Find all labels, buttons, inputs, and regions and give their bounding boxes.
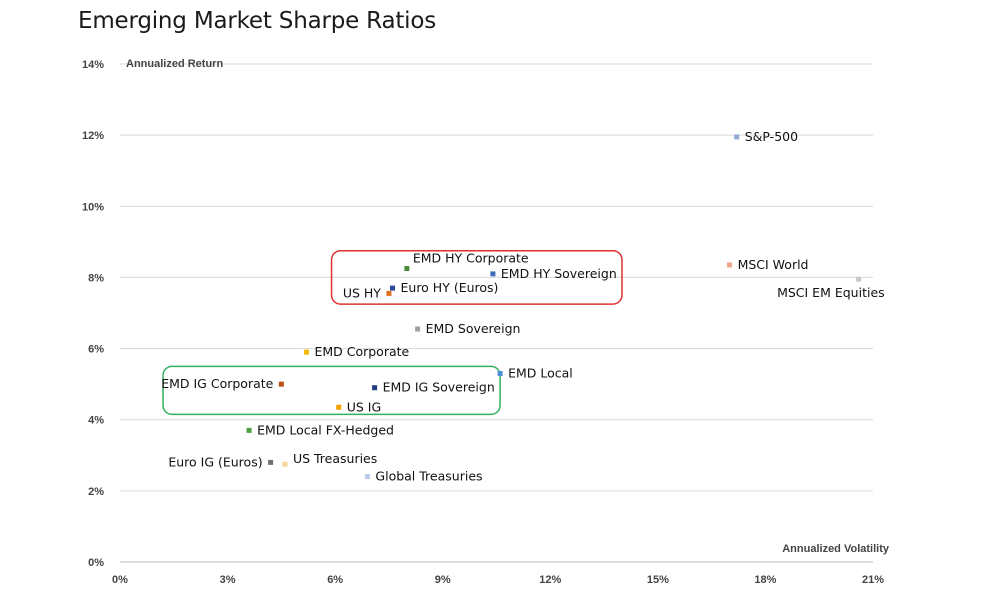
- y-tick-label: 2%: [88, 486, 104, 498]
- x-tick-label: 18%: [754, 574, 776, 586]
- grid-lines: [120, 63, 873, 492]
- y-tick-label: 14%: [82, 59, 104, 71]
- point-label: US Treasuries: [293, 451, 377, 466]
- data-point: [372, 385, 378, 391]
- data-point: [490, 271, 496, 277]
- data-point: [282, 461, 288, 467]
- data-points: [246, 134, 862, 480]
- point-label: EMD IG Corporate: [161, 376, 273, 391]
- data-point: [497, 370, 503, 376]
- highlight-box: [330, 250, 623, 305]
- data-point: [303, 349, 309, 355]
- point-label: EMD HY Corporate: [413, 251, 529, 266]
- x-axis-title: Annualized Volatility: [782, 543, 890, 555]
- point-label: EMD Corporate: [314, 344, 409, 359]
- point-label: MSCI EM Equities: [777, 285, 885, 300]
- y-tick-label: 6%: [88, 344, 104, 356]
- point-label: EMD Sovereign: [426, 321, 521, 336]
- data-point: [336, 404, 342, 410]
- point-label: Global Treasuries: [375, 469, 482, 484]
- point-label: EMD Local: [508, 365, 573, 380]
- data-point: [856, 276, 862, 282]
- x-tick-label: 0%: [112, 574, 128, 586]
- point-label: Euro IG (Euros): [168, 454, 262, 469]
- y-tick-label: 4%: [88, 415, 104, 427]
- x-tick-label: 3%: [220, 574, 236, 586]
- point-labels: S&P-500 MSCI World MSCI EM Equities EMD HY …: [161, 129, 884, 484]
- point-label: US IG: [347, 399, 381, 414]
- data-point: [364, 474, 370, 480]
- point-label: Euro HY (Euros): [401, 280, 499, 295]
- data-point: [268, 459, 274, 465]
- chart-title: Emerging Market Sharpe Ratios: [78, 8, 437, 34]
- data-point: [390, 285, 396, 291]
- x-tick-label: 6%: [327, 574, 343, 586]
- data-point: [278, 381, 284, 387]
- y-tick-label: 8%: [88, 272, 104, 284]
- point-label: EMD HY Sovereign: [501, 266, 617, 281]
- data-point: [404, 266, 410, 272]
- highlight-boxes: [162, 250, 623, 416]
- x-tick-label: 12%: [539, 574, 561, 586]
- x-tick-labels: 0% 3% 6% 9% 12% 15% 18% 21%: [112, 574, 884, 586]
- data-point: [386, 290, 392, 296]
- data-point: [246, 427, 252, 433]
- x-tick-label: 15%: [647, 574, 669, 586]
- y-tick-labels: 0% 2% 4% 6% 8% 10% 12% 14%: [82, 59, 104, 569]
- y-tick-label: 0%: [88, 557, 104, 569]
- y-tick-label: 12%: [82, 130, 104, 142]
- point-label: US HY: [343, 285, 381, 300]
- y-axis-title: Annualized Return: [126, 58, 223, 70]
- x-tick-label: 9%: [435, 574, 451, 586]
- data-point: [415, 326, 421, 332]
- data-point: [734, 134, 740, 140]
- data-point: [727, 262, 733, 268]
- y-tick-label: 10%: [82, 201, 104, 213]
- point-label: S&P-500: [745, 129, 798, 144]
- x-tick-label: 21%: [862, 574, 884, 586]
- point-label: EMD IG Sovereign: [383, 380, 495, 395]
- highlight-box: [162, 365, 501, 416]
- point-label: EMD Local FX-Hedged: [257, 422, 394, 437]
- point-label: MSCI World: [738, 257, 809, 272]
